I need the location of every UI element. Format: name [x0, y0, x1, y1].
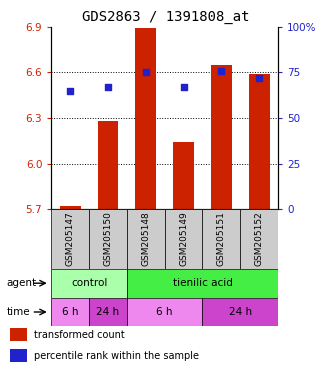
- Bar: [98, 121, 118, 209]
- Bar: [211, 65, 232, 209]
- FancyBboxPatch shape: [51, 298, 89, 326]
- Point: [68, 88, 73, 94]
- Bar: [249, 74, 269, 209]
- FancyBboxPatch shape: [165, 209, 203, 269]
- FancyBboxPatch shape: [51, 209, 89, 269]
- Text: GSM205147: GSM205147: [66, 212, 75, 266]
- Text: control: control: [71, 278, 107, 288]
- Text: GSM205149: GSM205149: [179, 212, 188, 266]
- Text: GSM205148: GSM205148: [141, 212, 150, 266]
- Text: transformed count: transformed count: [34, 329, 124, 340]
- Text: 24 h: 24 h: [96, 307, 119, 317]
- Text: 6 h: 6 h: [62, 307, 78, 317]
- Bar: [135, 28, 156, 209]
- Text: 6 h: 6 h: [157, 307, 173, 317]
- Bar: [60, 206, 80, 209]
- FancyBboxPatch shape: [127, 209, 165, 269]
- FancyBboxPatch shape: [203, 209, 240, 269]
- Text: agent: agent: [7, 278, 37, 288]
- Point: [105, 84, 111, 90]
- Text: tienilic acid: tienilic acid: [172, 278, 232, 288]
- Text: percentile rank within the sample: percentile rank within the sample: [34, 351, 199, 361]
- FancyBboxPatch shape: [203, 298, 278, 326]
- Point: [143, 70, 148, 76]
- Text: time: time: [7, 307, 30, 317]
- Text: GDS2863 / 1391808_at: GDS2863 / 1391808_at: [82, 10, 249, 23]
- Point: [181, 84, 186, 90]
- FancyBboxPatch shape: [89, 209, 127, 269]
- Text: 24 h: 24 h: [229, 307, 252, 317]
- FancyBboxPatch shape: [89, 298, 127, 326]
- Bar: [173, 142, 194, 209]
- Bar: [10, 349, 27, 362]
- FancyBboxPatch shape: [127, 269, 278, 298]
- Text: GSM205152: GSM205152: [255, 212, 264, 266]
- Point: [257, 75, 262, 81]
- FancyBboxPatch shape: [127, 298, 203, 326]
- Point: [219, 68, 224, 74]
- Text: GSM205150: GSM205150: [104, 212, 113, 266]
- Text: GSM205151: GSM205151: [217, 212, 226, 266]
- FancyBboxPatch shape: [51, 269, 127, 298]
- FancyBboxPatch shape: [240, 209, 278, 269]
- Bar: [10, 328, 27, 341]
